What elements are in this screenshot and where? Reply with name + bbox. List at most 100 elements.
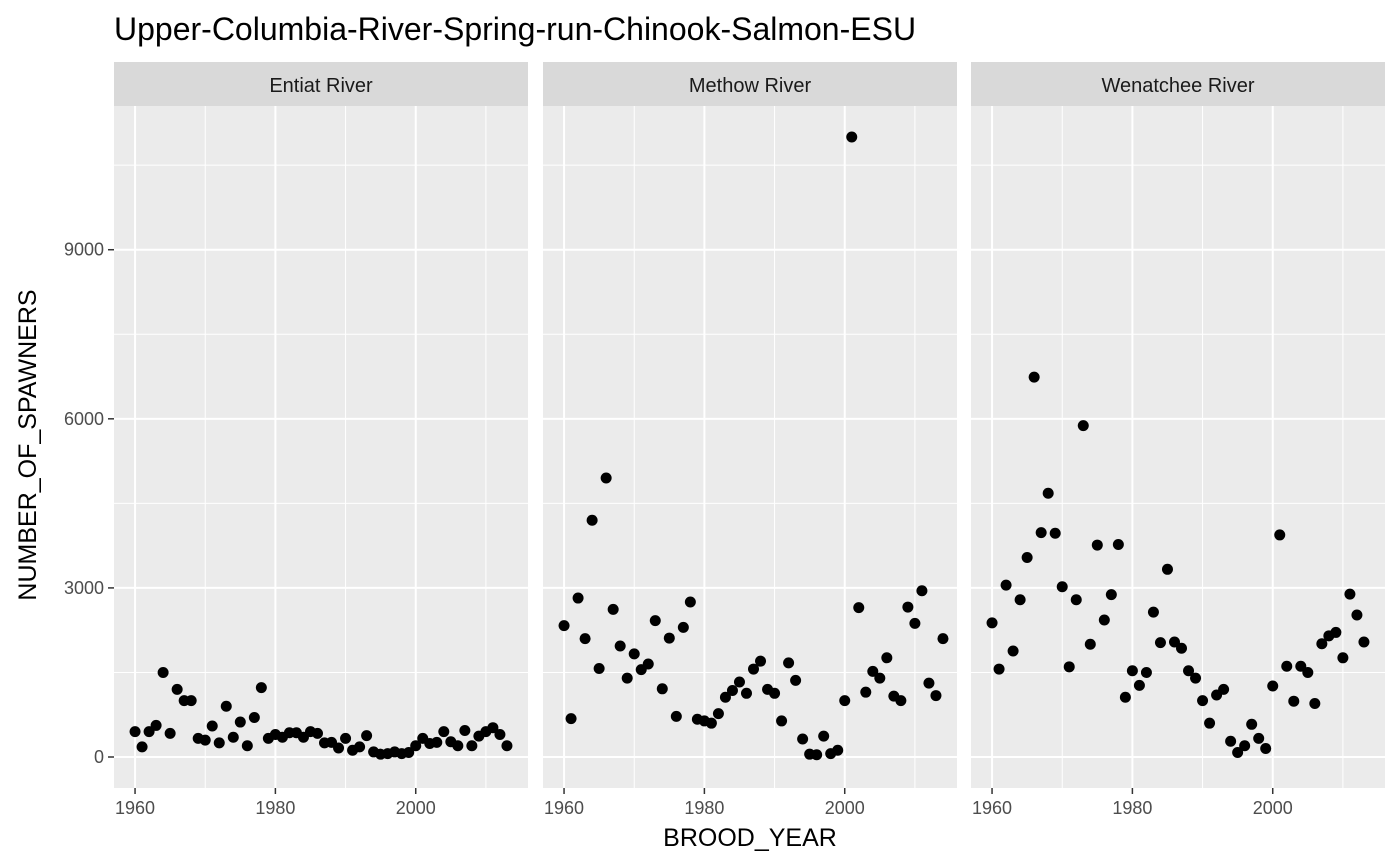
data-point	[867, 665, 879, 677]
data-point	[1260, 743, 1272, 755]
x-tick-label: 1980	[1112, 798, 1152, 818]
data-point	[459, 725, 471, 737]
data-point	[255, 682, 267, 694]
data-point	[213, 737, 225, 749]
data-point	[227, 731, 239, 743]
data-point	[1014, 594, 1026, 606]
data-point	[642, 658, 654, 670]
data-point	[171, 683, 183, 695]
data-point	[1351, 609, 1363, 621]
chart-title: Upper-Columbia-River-Spring-run-Chinook-…	[114, 11, 916, 47]
data-point	[1112, 539, 1124, 551]
data-point	[818, 730, 830, 742]
data-point	[234, 716, 246, 728]
data-point	[150, 719, 162, 731]
y-axis-title: NUMBER_OF_SPAWNERS	[14, 289, 42, 600]
data-point	[902, 601, 914, 613]
facet-panel: Wenatchee River 1960 1980 2000	[971, 62, 1385, 818]
data-point	[354, 741, 366, 753]
data-point	[494, 728, 506, 740]
data-point	[206, 720, 218, 732]
data-point	[311, 727, 323, 739]
data-point	[593, 663, 605, 675]
facet-strip	[971, 62, 1385, 106]
data-point	[600, 472, 612, 484]
data-point	[1239, 740, 1251, 752]
x-tick-label: 1960	[972, 798, 1012, 818]
data-point	[157, 666, 169, 678]
data-point	[776, 715, 788, 727]
data-point	[1049, 527, 1061, 539]
data-point	[1225, 735, 1237, 747]
data-point	[719, 691, 731, 703]
data-point	[1274, 529, 1286, 541]
data-point	[558, 620, 570, 632]
data-points	[986, 371, 1370, 758]
data-point	[811, 749, 823, 761]
x-tick-label: 2000	[396, 798, 436, 818]
data-point	[1091, 539, 1103, 551]
data-point	[1126, 665, 1138, 677]
data-point	[452, 740, 464, 752]
data-point	[1105, 589, 1117, 601]
data-points	[558, 131, 949, 761]
data-point	[431, 736, 443, 748]
gridlines	[114, 106, 528, 788]
data-point	[1204, 717, 1216, 729]
data-point	[1084, 638, 1096, 650]
data-point	[663, 632, 675, 644]
data-point	[1147, 606, 1159, 618]
data-point	[1000, 579, 1012, 591]
data-point	[1063, 661, 1075, 673]
data-point	[874, 672, 886, 684]
x-tick-label: 2000	[825, 798, 865, 818]
x-tick-label: 1960	[115, 798, 155, 818]
data-point	[241, 740, 253, 752]
data-point	[361, 730, 373, 742]
facets-group: Entiat River 1960 1980 2000 Methow River 1960…	[114, 62, 1385, 818]
facet-strip-label: Wenatchee River	[1101, 75, 1254, 97]
y-tick-label: 3000	[64, 578, 104, 598]
data-point	[748, 663, 760, 675]
data-point	[1133, 679, 1145, 691]
data-point	[1190, 672, 1202, 684]
data-point	[916, 585, 928, 597]
data-point	[403, 746, 415, 758]
data-point	[937, 633, 949, 645]
data-point	[1056, 581, 1068, 593]
data-point	[797, 733, 809, 745]
data-point	[656, 683, 668, 695]
gridlines	[543, 106, 957, 788]
data-point	[909, 617, 921, 629]
x-tick-label: 1980	[684, 798, 724, 818]
data-point	[1309, 697, 1321, 709]
data-point	[1007, 645, 1019, 657]
data-point	[1337, 652, 1349, 664]
data-point	[1077, 420, 1089, 432]
data-point	[1176, 642, 1188, 654]
data-point	[340, 732, 352, 744]
data-point	[1232, 746, 1244, 758]
data-point	[466, 740, 478, 752]
data-point	[832, 744, 844, 756]
facet-strip	[543, 62, 957, 106]
data-point	[733, 676, 745, 688]
data-point	[487, 722, 499, 734]
panel-background	[971, 106, 1385, 788]
panel-background	[543, 106, 957, 788]
data-point	[755, 655, 767, 667]
data-point	[1253, 732, 1265, 744]
y-axis: 0 3000 6000 9000	[64, 240, 114, 767]
data-point	[1042, 487, 1054, 499]
facet-panel: Methow River 1960 1980 2000	[543, 62, 957, 818]
x-axis-title: BROOD_YEAR	[663, 824, 837, 852]
data-point	[670, 710, 682, 722]
data-point	[220, 700, 232, 712]
data-point	[1218, 683, 1230, 695]
data-point	[185, 695, 197, 707]
data-point	[1288, 695, 1300, 707]
x-tick-label: 1980	[255, 798, 295, 818]
y-tick-label: 6000	[64, 409, 104, 429]
data-point	[1281, 660, 1293, 672]
data-point	[164, 727, 176, 739]
